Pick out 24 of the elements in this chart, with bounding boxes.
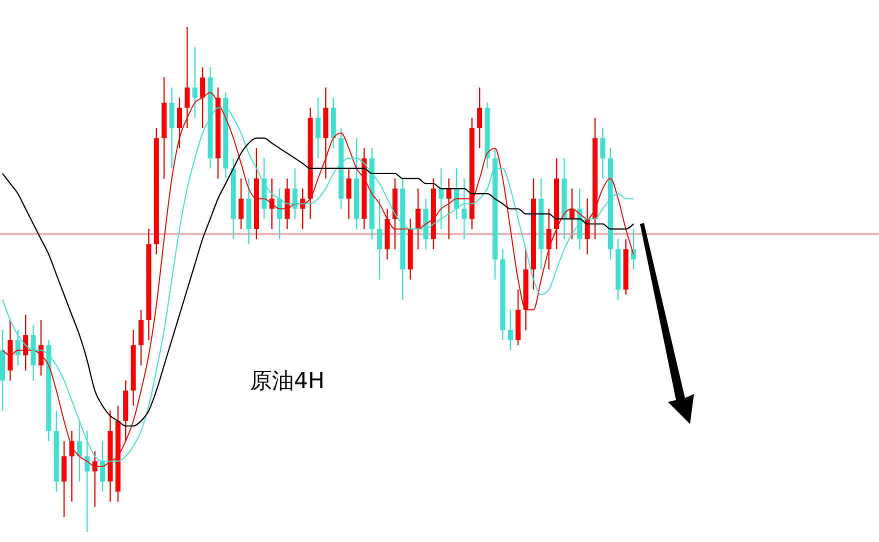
candlestick (600, 127, 606, 180)
candlestick (546, 208, 552, 270)
candlestick (176, 97, 182, 149)
candlestick (269, 178, 274, 230)
candlestick (462, 178, 467, 240)
candlestick (377, 198, 382, 280)
candlestick (446, 178, 452, 240)
candlestick (316, 97, 320, 159)
candlestick (416, 188, 421, 250)
candlestick (277, 188, 282, 240)
candlestick (438, 168, 444, 230)
candlestick (38, 319, 44, 376)
candlestick (477, 87, 482, 149)
candlestick (292, 168, 298, 220)
candlestick (15, 329, 20, 366)
candlestick (584, 198, 590, 255)
candlestick (631, 228, 636, 270)
candlestick (346, 168, 352, 220)
candlestick (300, 188, 306, 230)
candlestick (454, 168, 460, 220)
candlestick (192, 46, 198, 118)
annotation: 原油4H (250, 369, 325, 394)
candlestick (508, 309, 513, 351)
candlestick (238, 178, 244, 230)
